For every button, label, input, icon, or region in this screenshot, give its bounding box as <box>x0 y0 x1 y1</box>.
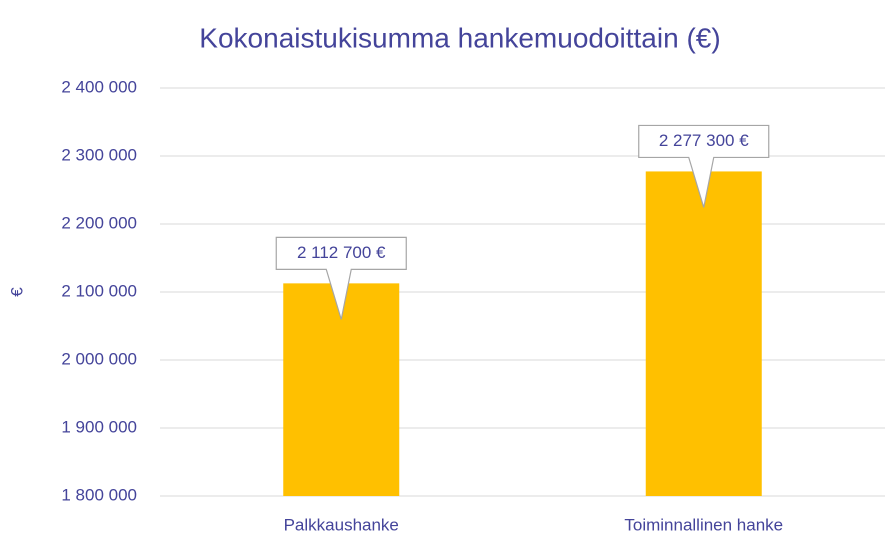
x-tick-label: Toiminnallinen hanke <box>624 515 783 534</box>
data-label: 2 277 300 € <box>659 131 749 150</box>
y-tick-label: 2 100 000 <box>61 281 137 300</box>
bar <box>645 171 762 496</box>
callout-box <box>275 236 407 320</box>
y-tick-label: 1 900 000 <box>61 417 137 436</box>
y-tick-label: 2 000 000 <box>61 349 137 368</box>
chart-title: Kokonaistukisumma hankemuodoittain (€) <box>199 22 720 53</box>
x-tick-label: Palkkaushanke <box>284 515 399 534</box>
y-tick-label: 2 300 000 <box>61 145 137 164</box>
data-label: 2 112 700 € <box>297 243 386 262</box>
y-axis-label: € <box>7 287 26 297</box>
y-tick-label: 2 400 000 <box>61 77 137 96</box>
y-tick-label: 1 800 000 <box>61 485 137 504</box>
y-tick-label: 2 200 000 <box>61 213 137 232</box>
callout-box <box>638 124 770 208</box>
